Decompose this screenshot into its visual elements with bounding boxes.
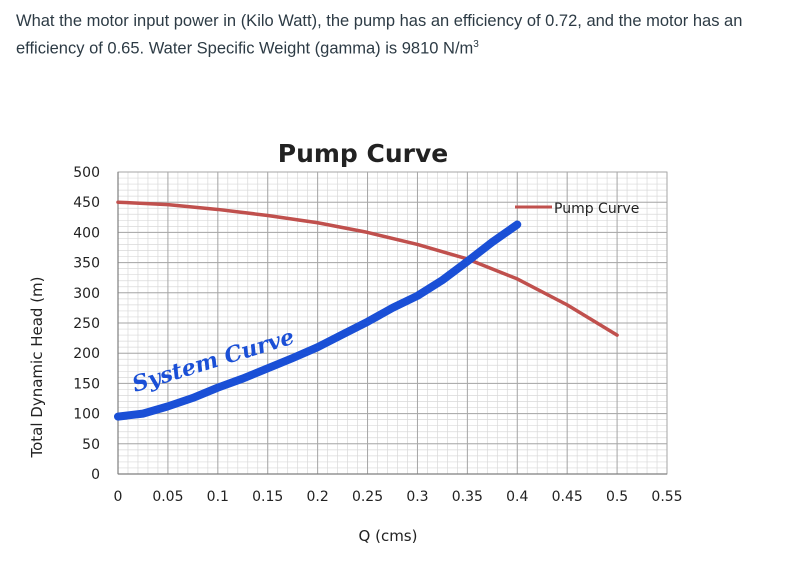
x-tick-label: 0.15 bbox=[252, 489, 283, 505]
y-tick-label: 450 bbox=[73, 195, 100, 211]
y-tick-label: 200 bbox=[73, 346, 100, 362]
chart-series bbox=[114, 200, 619, 421]
chart-grid bbox=[117, 171, 668, 475]
x-tick-label: 0.45 bbox=[552, 489, 583, 505]
x-tick-label: 0.05 bbox=[152, 489, 183, 505]
y-tick-label: 350 bbox=[73, 256, 100, 272]
y-tick-label: 150 bbox=[73, 376, 100, 392]
y-tick-label: 50 bbox=[82, 437, 100, 453]
y-axis-label: Total Dynamic Head (m) bbox=[28, 276, 46, 458]
y-tick-label: 0 bbox=[91, 467, 100, 483]
x-tick-label: 0.35 bbox=[452, 489, 483, 505]
chart-axes: 0 0.05 0.1 0.15 0.2 0.25 0.3 0.35 0.4 0.45 0.5 0.55… bbox=[73, 165, 682, 505]
y-tick-label: 500 bbox=[73, 165, 100, 181]
legend-label-pump-curve: Pump Curve bbox=[554, 201, 639, 217]
series-line-system-curve bbox=[114, 220, 522, 421]
x-tick-label: 0.4 bbox=[506, 489, 528, 505]
unit-superscript: 3 bbox=[473, 39, 479, 50]
x-tick-label: 0.5 bbox=[606, 489, 628, 505]
y-tick-label: 250 bbox=[73, 316, 100, 332]
chart-legend: Pump Curve bbox=[515, 201, 639, 217]
x-tick-label: 0.25 bbox=[352, 489, 383, 505]
x-axis-label: Q (cms) bbox=[359, 527, 418, 545]
question-body: What the motor input power in (Kilo Watt… bbox=[16, 12, 743, 58]
x-tick-label: 0.2 bbox=[307, 489, 329, 505]
series-line-pump-curve bbox=[116, 200, 619, 337]
x-tick-label: 0.1 bbox=[207, 489, 229, 505]
x-tick-label: 0.55 bbox=[651, 489, 682, 505]
x-tick-label: 0 bbox=[114, 489, 123, 505]
y-tick-label: 100 bbox=[73, 407, 100, 423]
chart-title: Pump Curve bbox=[278, 139, 449, 168]
y-tick-label: 400 bbox=[73, 225, 100, 241]
y-tick-label: 300 bbox=[73, 286, 100, 302]
x-tick-label: 0.3 bbox=[406, 489, 428, 505]
question-text: What the motor input power in (Kilo Watt… bbox=[16, 10, 786, 61]
